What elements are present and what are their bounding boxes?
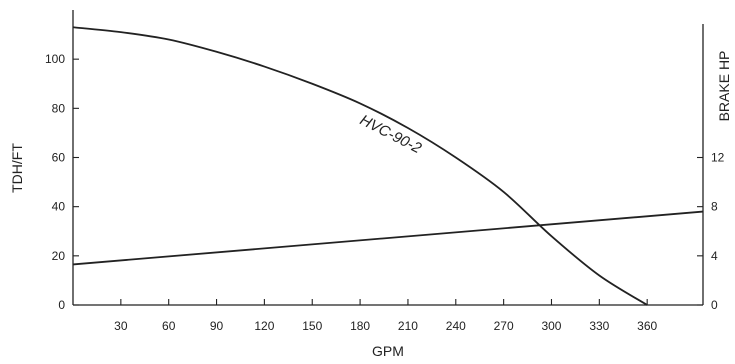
right-y-axis-title: BRAKE HP bbox=[716, 51, 732, 122]
left-y-axis-title: TDH/FT bbox=[9, 143, 25, 193]
x-tick-label: 120 bbox=[254, 319, 274, 333]
x-axis-title: GPM bbox=[372, 343, 404, 359]
x-tick-label: 240 bbox=[446, 319, 466, 333]
y2-tick-label: 0 bbox=[711, 298, 718, 312]
x-tick-label: 30 bbox=[114, 319, 128, 333]
x-tick-label: 360 bbox=[637, 319, 657, 333]
x-tick-label: 330 bbox=[589, 319, 609, 333]
y2-tick-label: 12 bbox=[711, 151, 725, 165]
series-line-brake-hp bbox=[72, 210, 704, 266]
x-tick-label: 210 bbox=[398, 319, 418, 333]
x-tick-label: 180 bbox=[350, 319, 370, 333]
left-y-axis-ticks: 0 20 40 60 80 100 bbox=[45, 52, 79, 312]
x-tick-label: 90 bbox=[210, 319, 224, 333]
x-axis-ticks: 30 60 90 120 150 180 210 240 270 300 330 360 bbox=[114, 299, 658, 333]
y2-tick-label: 4 bbox=[711, 249, 718, 263]
y-tick-label: 40 bbox=[52, 200, 66, 214]
x-tick-label: 60 bbox=[162, 319, 176, 333]
y-tick-label: 80 bbox=[52, 101, 66, 115]
chart-series: HVC-90-2 bbox=[72, 26, 704, 306]
series-line-hvc-90-2 bbox=[72, 26, 648, 306]
y-tick-label: 20 bbox=[52, 249, 66, 263]
x-tick-label: 270 bbox=[494, 319, 514, 333]
right-y-axis-ticks: 0 4 8 12 bbox=[697, 151, 725, 312]
y-tick-label: 60 bbox=[52, 151, 66, 165]
y2-tick-label: 8 bbox=[711, 200, 718, 214]
y-tick-label: 0 bbox=[58, 298, 65, 312]
x-tick-label: 300 bbox=[541, 319, 561, 333]
y-tick-label: 100 bbox=[45, 52, 65, 66]
x-tick-label: 150 bbox=[302, 319, 322, 333]
